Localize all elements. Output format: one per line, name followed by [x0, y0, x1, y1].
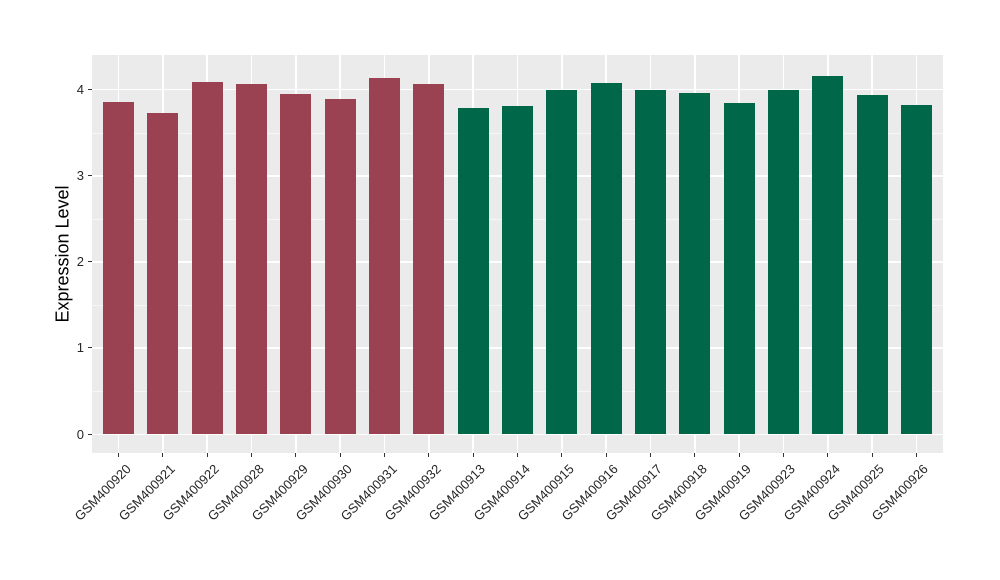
- bar-GSM400929: [280, 93, 312, 435]
- bar-GSM400915: [546, 90, 578, 435]
- y-tick-mark: [88, 88, 92, 90]
- bar-GSM400918: [679, 92, 711, 435]
- y-tick-mark: [88, 175, 92, 177]
- x-tick-mark: [428, 453, 430, 457]
- bar-GSM400928: [236, 84, 268, 435]
- bar-GSM400925: [856, 95, 888, 435]
- x-tick-mark: [561, 453, 563, 457]
- bar-GSM400923: [767, 90, 799, 435]
- x-tick-mark: [295, 453, 297, 457]
- x-tick-mark: [118, 453, 120, 457]
- x-tick-mark: [339, 453, 341, 457]
- x-tick-mark: [827, 453, 829, 457]
- x-tick-mark: [472, 453, 474, 457]
- bar-GSM400916: [590, 82, 622, 435]
- y-tick-mark: [88, 433, 92, 435]
- x-tick-mark: [162, 453, 164, 457]
- x-tick-mark: [738, 453, 740, 457]
- bar-GSM400920: [103, 101, 135, 435]
- y-tick-mark: [88, 347, 92, 349]
- x-tick-mark: [649, 453, 651, 457]
- x-tick-mark: [251, 453, 253, 457]
- bar-GSM400917: [634, 90, 666, 435]
- y-tick-label: 3: [76, 168, 84, 184]
- x-tick-mark: [384, 453, 386, 457]
- y-tick-label: 2: [76, 254, 84, 270]
- y-tick-mark: [88, 261, 92, 263]
- bar-GSM400919: [723, 103, 755, 435]
- x-tick-mark: [605, 453, 607, 457]
- bar-GSM400926: [900, 104, 932, 435]
- x-tick-mark: [915, 453, 917, 457]
- bar-GSM400914: [501, 105, 533, 435]
- x-tick-mark: [694, 453, 696, 457]
- bar-GSM400930: [324, 98, 356, 435]
- x-tick-mark: [206, 453, 208, 457]
- bar-GSM400924: [812, 75, 844, 435]
- bar-GSM400931: [369, 78, 401, 435]
- x-tick-mark: [871, 453, 873, 457]
- bar-GSM400921: [147, 112, 179, 435]
- bar-GSM400922: [191, 81, 223, 435]
- plot-panel: [92, 55, 943, 453]
- bar-GSM400932: [413, 84, 445, 435]
- y-tick-label: 0: [76, 426, 84, 442]
- x-tick-mark: [782, 453, 784, 457]
- y-tick-label: 4: [76, 81, 84, 97]
- bar-GSM400913: [457, 108, 489, 435]
- y-tick-label: 1: [76, 340, 84, 356]
- x-tick-mark: [517, 453, 518, 457]
